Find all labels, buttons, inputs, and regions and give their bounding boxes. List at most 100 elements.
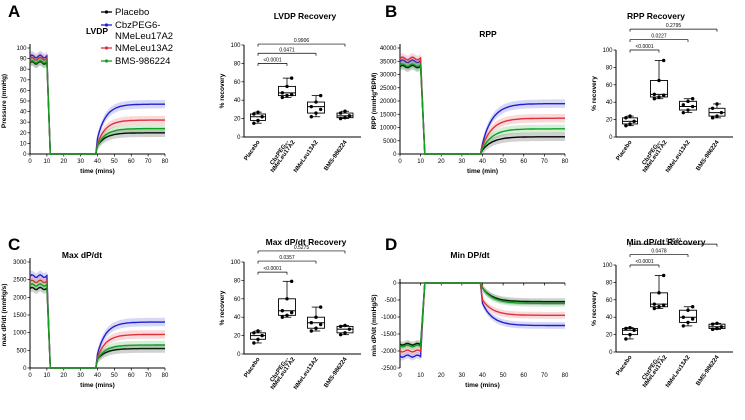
y-tick-label: 80 [606,280,613,286]
y-tick-label: 100 [602,263,613,269]
y-tick-label: 0 [23,366,27,372]
x-tick-label: 50 [500,159,507,165]
p-value-label: <0.0001 [635,44,653,50]
line-chart-title: Min DP/dt [450,250,489,260]
y-tick-label: 60 [234,80,241,86]
data-point [710,106,715,110]
data-point [347,327,352,331]
data-point [710,116,715,120]
y-tick-label: -1500 [381,332,397,338]
significance-bracket: 0.0227 [629,34,689,43]
category-label: Placebo [244,139,262,162]
data-point [715,321,719,325]
y-tick-label: 40 [606,315,613,321]
data-point [285,93,289,98]
x-tick-label: 50 [111,373,118,379]
data-point [289,279,294,284]
data-point [252,121,256,125]
x-tick-label: 30 [459,159,466,165]
panel-label: A [8,2,20,21]
y-tick-label: 30000 [380,73,397,79]
series-line [29,59,165,155]
x-tick-label: 10 [44,373,51,379]
y-tick-label: -500 [384,298,397,304]
x-axis-label: time (mins) [80,168,115,175]
box-1 [650,273,668,311]
y-tick-label: 1000 [13,331,27,337]
x-tick-label: 60 [520,373,527,379]
significance-bracket: 0.2795 [629,23,718,32]
box-chart-title: LVDP Recovery [274,11,337,21]
series-line [399,282,565,348]
category-label: BMS-986224 [323,356,349,389]
data-point [715,102,719,106]
box-2 [679,305,697,328]
data-point [338,324,343,329]
x-tick-label: 30 [459,373,466,379]
data-point [686,320,690,325]
box-2 [307,93,325,119]
x-axis-label: time (mins) [465,382,500,389]
y-tick-label: 10000 [380,126,397,132]
legend-swatch-dot [104,59,109,63]
data-point [681,315,686,319]
panel-label: D [385,235,397,254]
legend-label: NMeLeu13A2 [115,43,173,54]
line-chart-3: 0-500-1000-1500-2000-25000 10 20 30 40 50 60 70… [371,279,569,389]
x-tick-label: 40 [94,373,101,379]
data-point [280,91,285,95]
data-point [710,327,715,332]
data-point [652,92,657,97]
legend-swatch-dot [104,23,109,27]
significance-bracket: 0.0471 [257,47,317,56]
x-tick-label: 80 [162,373,169,379]
series-line [399,63,565,155]
y-tick-label: -2000 [381,349,397,355]
x-tick-label: 80 [562,373,569,379]
data-point [690,104,695,109]
x-tick-label: 20 [60,159,67,165]
box-1 [278,76,296,100]
x-tick-label: 20 [60,373,67,379]
error-band [97,317,165,359]
panel-label: C [8,235,20,254]
y-tick-label: 60 [606,298,613,304]
y-tick-label: 60 [606,83,613,89]
data-point [343,109,347,113]
y-tick-label: 100 [602,48,613,54]
data-point [686,99,690,104]
y-tick-label: 100 [230,43,241,49]
data-point [686,108,690,112]
p-value-label: 0.0478 [651,249,667,255]
data-point [628,114,632,118]
series-bms-986224 [399,282,565,351]
data-point [260,115,264,119]
data-point [690,97,695,101]
y-axis-label: RPP (mmHg*BPM) [371,73,378,130]
x-tick-label: 0 [398,373,402,379]
p-value-label: 0.9540 [666,238,682,244]
y-tick-label: 2500 [13,278,27,284]
data-point [280,309,285,313]
legend-label: BMS-986224 [115,56,170,67]
data-point [710,322,715,326]
x-tick-label: 0 [28,159,32,165]
category-label: BMS-986224 [323,139,349,172]
y-axis-label: % recovery [591,76,598,111]
x-tick-label: 0 [28,373,32,379]
data-point [280,95,285,100]
y-tick-label: 0 [393,281,397,287]
y-tick-label: 20 [606,118,613,124]
line-chart-title: LVDP [86,26,108,36]
y-tick-label: 0 [393,152,397,158]
y-tick-label: 1500 [13,313,27,319]
y-tick-label: 40 [20,110,27,116]
data-point [715,326,719,331]
box-2 [679,97,697,115]
data-point [318,305,323,309]
y-tick-label: 40 [606,100,613,106]
data-point [314,326,318,330]
x-tick-label: 70 [145,373,152,379]
x-tick-label: 40 [479,159,486,165]
